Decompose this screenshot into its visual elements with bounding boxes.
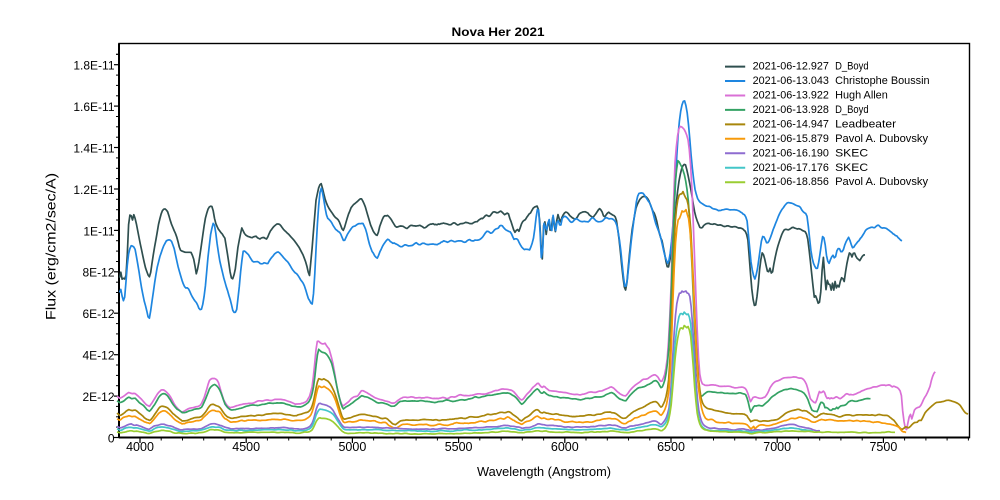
svg-text:SKEC: SKEC	[835, 162, 868, 174]
svg-text:4500: 4500	[232, 440, 260, 454]
svg-text:6E-12: 6E-12	[82, 307, 114, 321]
svg-text:Pavol A. Dubovsky: Pavol A. Dubovsky	[835, 133, 928, 145]
svg-text:2E-12: 2E-12	[82, 390, 114, 404]
svg-text:D_Boyd: D_Boyd	[835, 104, 869, 116]
svg-text:2021-06-14.947: 2021-06-14.947	[753, 118, 829, 130]
svg-text:1E-11: 1E-11	[83, 224, 114, 238]
svg-text:Pavol A. Dubovsky: Pavol A. Dubovsky	[835, 176, 928, 188]
svg-text:2021-06-17.176: 2021-06-17.176	[753, 162, 829, 174]
svg-text:2021-06-15.879: 2021-06-15.879	[753, 133, 829, 145]
svg-text:1.2E-11: 1.2E-11	[73, 183, 114, 197]
svg-text:6000: 6000	[551, 440, 579, 454]
svg-text:0: 0	[108, 431, 115, 445]
svg-text:Christophe Boussin: Christophe Boussin	[835, 75, 930, 87]
svg-text:1.8E-11: 1.8E-11	[73, 59, 114, 73]
svg-text:2021-06-12.927: 2021-06-12.927	[753, 61, 829, 73]
svg-text:4000: 4000	[126, 440, 154, 454]
svg-text:7500: 7500	[869, 440, 897, 454]
svg-text:Flux (erg/cm2/sec/A): Flux (erg/cm2/sec/A)	[43, 173, 59, 320]
svg-text:Nova Her 2021: Nova Her 2021	[452, 25, 545, 39]
svg-text:2021-06-13.922: 2021-06-13.922	[753, 90, 829, 102]
svg-text:7000: 7000	[763, 440, 791, 454]
svg-text:Hugh Allen: Hugh Allen	[835, 90, 888, 102]
svg-text:1.6E-11: 1.6E-11	[73, 100, 114, 114]
svg-text:SKEC: SKEC	[835, 147, 868, 159]
svg-text:2021-06-13.043: 2021-06-13.043	[753, 75, 829, 87]
svg-text:Wavelength (Angstrom): Wavelength (Angstrom)	[477, 465, 611, 479]
svg-text:D_Boyd: D_Boyd	[835, 61, 869, 73]
svg-text:1.4E-11: 1.4E-11	[73, 141, 114, 155]
svg-text:8E-12: 8E-12	[82, 266, 114, 280]
svg-text:5000: 5000	[338, 440, 366, 454]
svg-text:4E-12: 4E-12	[82, 349, 114, 363]
svg-text:Leadbeater: Leadbeater	[835, 118, 896, 130]
svg-text:2021-06-16.190: 2021-06-16.190	[753, 147, 829, 159]
svg-text:2021-06-13.928: 2021-06-13.928	[753, 104, 829, 116]
svg-text:6500: 6500	[657, 440, 685, 454]
svg-text:2021-06-18.856: 2021-06-18.856	[753, 176, 829, 188]
svg-text:5500: 5500	[445, 440, 473, 454]
